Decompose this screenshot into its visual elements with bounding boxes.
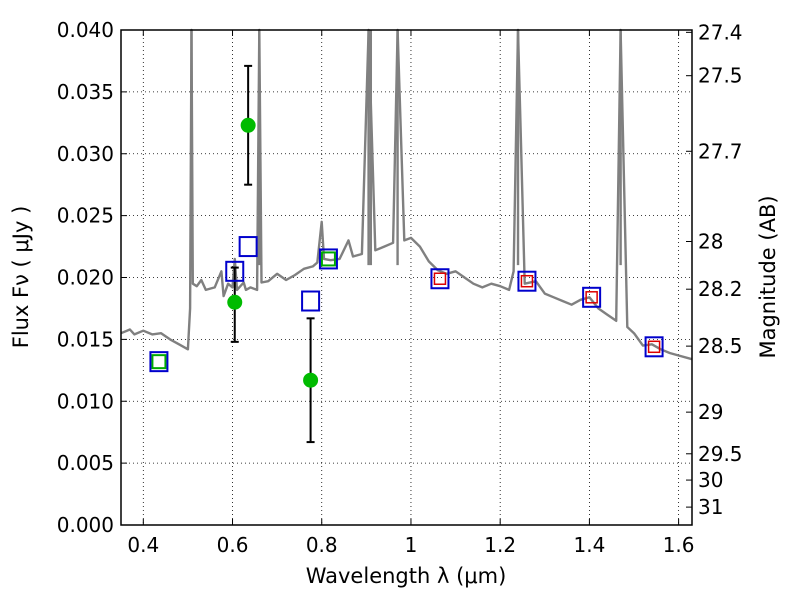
model-box [238,236,258,258]
model-spectrum [120,28,693,361]
right-tick-label: 29.5 [698,442,743,466]
y-tick-label: 0.030 [57,142,114,166]
y-tick-label: 0.035 [57,80,114,104]
observed-points [227,117,319,388]
y-axis-title: Flux Fν ( μJy ) [9,206,33,349]
right-tick-label: 28.5 [698,334,743,358]
observed-point [240,117,256,133]
x-tick-label: 1.2 [484,533,516,557]
y-tick-label: 0.015 [57,327,114,351]
x-tick-label: 0.4 [127,533,159,557]
model-box [517,270,537,292]
grid-lines [121,30,692,525]
x-tick-label: 0.8 [306,533,338,557]
model-box [225,260,245,282]
y-tick-label: 0.025 [57,204,114,228]
model-box [430,268,450,290]
right-tick-label: 27.4 [698,20,743,44]
y-tick-label: 0.000 [57,513,114,537]
right-axis-title: Magnitude (AB) [756,195,780,358]
x-axis-ticks: 0.4 0.6 0.8 1 1.2 1.4 1.6 [127,30,695,557]
plot-frame-bg [121,30,692,525]
model-inner-box [151,354,167,370]
observed-point [303,372,319,388]
model-box [149,351,169,373]
right-tick-label: 28.2 [698,277,743,301]
right-tick-label: 31 [698,495,723,519]
y-tick-label: 0.005 [57,451,114,475]
right-tick-label: 28 [698,230,723,254]
right-tick-label: 27.5 [698,64,743,88]
model-box [644,336,664,358]
x-tick-label: 0.6 [217,533,249,557]
right-tick-label: 27.7 [698,139,743,163]
y-tick-label: 0.010 [57,389,114,413]
y-tick-label: 0.020 [57,266,114,290]
model-photometry-boxes [149,236,664,373]
model-inner-box [585,291,598,304]
observed-point [227,294,243,310]
right-tick-label: 29 [698,400,723,424]
spectrum-line [120,28,693,361]
model-box [582,286,602,308]
right-tick-label: 30 [698,468,723,492]
model-inner-box [433,272,447,285]
model-inner-box [520,274,534,288]
x-tick-label: 1 [405,533,418,557]
y-axis-ticks: 0.000 0.005 0.010 0.015 0.020 0.025 0.030 0.035… [57,18,127,537]
model-box [318,248,338,270]
x-tick-label: 1.6 [663,533,695,557]
model-inner-box [647,340,661,354]
x-axis-title: Wavelength λ (μm) [306,564,507,588]
model-inner-box [320,251,336,267]
y-tick-label: 0.040 [57,18,114,42]
right-axis-ticks: 27.4 27.5 27.7 28 28.2 28.5 29 29.530 31 [686,20,743,519]
model-box [301,290,321,312]
x-tick-label: 1.4 [573,533,605,557]
